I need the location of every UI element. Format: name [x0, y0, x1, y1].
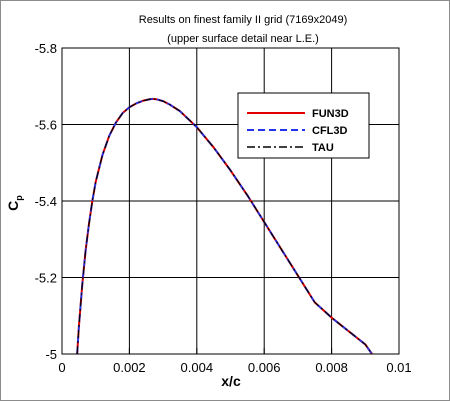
y-axis-label: Cp — [5, 195, 24, 211]
legend: FUN3D CFL3D TAU — [237, 92, 370, 159]
x-tick-label-2: 0.004 — [181, 360, 214, 375]
legend-label-fun3d: FUN3D — [312, 108, 349, 120]
series-line-tau — [76, 98, 373, 355]
y-tick-label-1: -5.6 — [35, 118, 57, 133]
x-tick-label-4: 0.008 — [315, 360, 348, 375]
x-tick-label-1: 0.002 — [113, 360, 146, 375]
chart-subtitle: (upper surface detail near L.E.) — [167, 33, 319, 45]
x-tick-label-0: 0 — [58, 360, 65, 375]
y-axis-label-main: C — [5, 201, 21, 211]
y-axis-label-subscript: p — [14, 195, 24, 201]
y-tick-label-0: -5.8 — [35, 41, 57, 56]
series-line-cfl3d — [76, 97, 373, 355]
y-tick-label-3: -5.2 — [35, 271, 57, 286]
chart-title: Results on finest family II grid (7169x2… — [139, 14, 348, 26]
x-tick-label-3: 0.006 — [248, 360, 281, 375]
legend-box — [237, 92, 370, 159]
legend-label-cfl3d: CFL3D — [312, 125, 348, 137]
series-lines — [76, 97, 373, 355]
tick-labels: 0 0.002 0.004 0.006 0.008 0.01 -5.8 -5.6 -5.4 -5.… — [35, 41, 412, 375]
legend-label-tau: TAU — [312, 142, 334, 154]
x-axis-label: x/c — [221, 373, 241, 389]
x-tick-label-5: 0.01 — [386, 360, 411, 375]
y-tick-label-2: -5.4 — [35, 194, 57, 209]
y-tick-label-4: -5 — [45, 347, 57, 362]
